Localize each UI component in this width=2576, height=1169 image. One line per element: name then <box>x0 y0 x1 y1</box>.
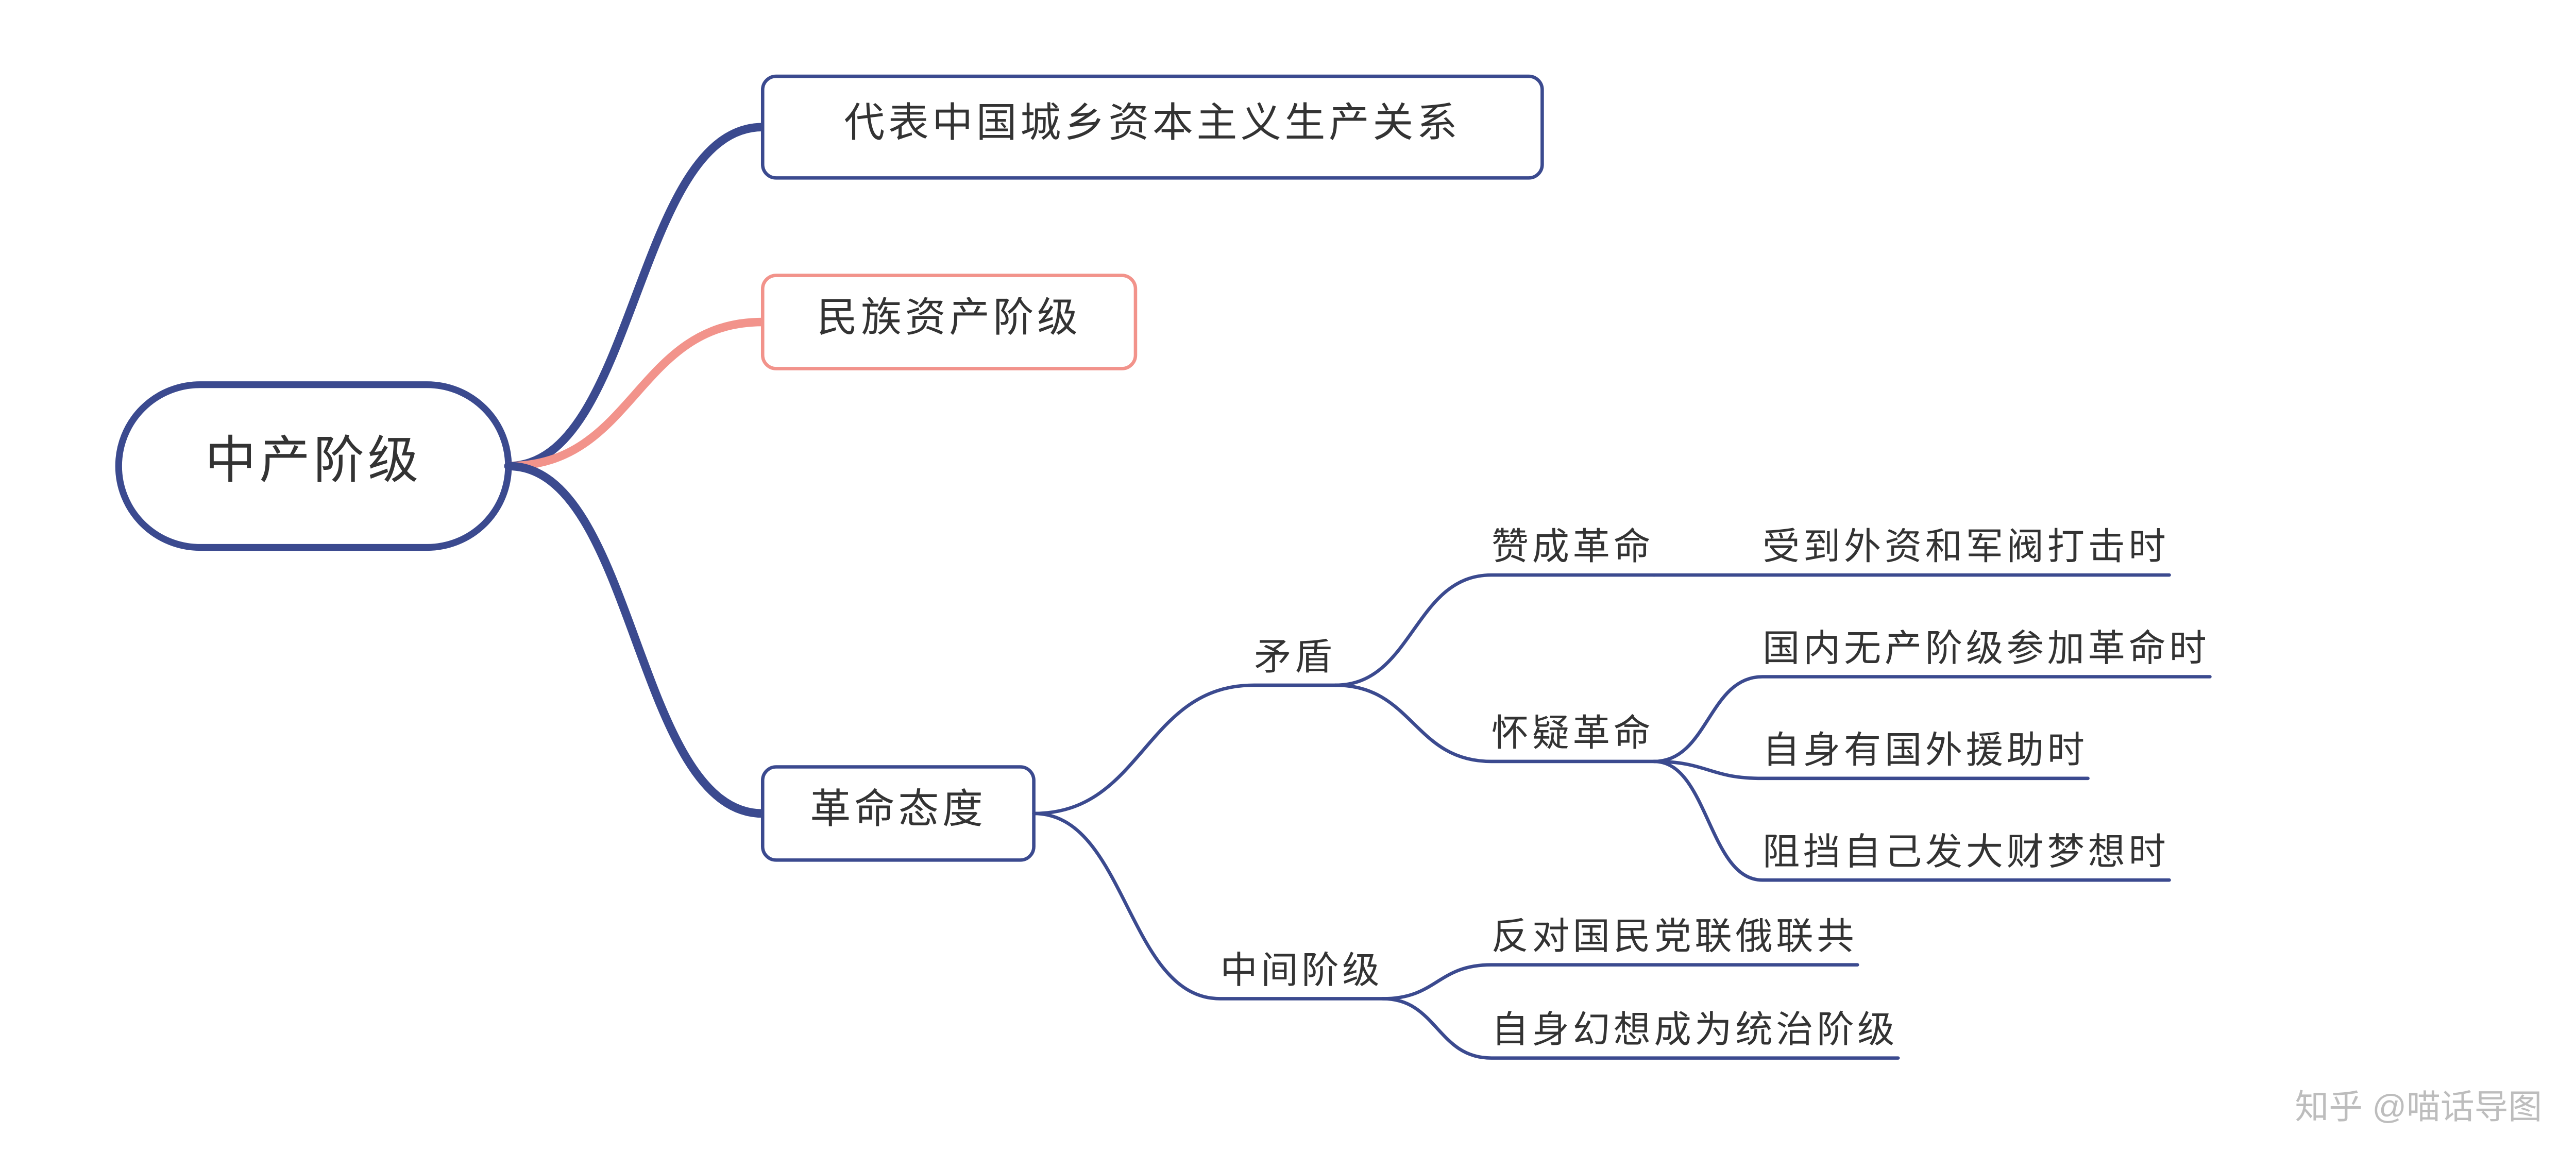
leaf: 反对国民党联俄联共 <box>1492 916 1857 957</box>
level1-label-att: 革命态度 <box>810 787 986 832</box>
leaf: 受到外资和军阀打击时 <box>1762 527 2169 568</box>
node-doubt: 怀疑革命 <box>1492 713 1654 754</box>
level1-label-nat: 民族资产阶级 <box>817 296 1081 341</box>
watermark: 知乎 @喵话导图 <box>2295 1088 2543 1126</box>
level1-label-rep: 代表中国城乡资本主义生产关系 <box>844 101 1461 146</box>
leaf: 国内无产阶级参加革命时 <box>1762 628 2210 669</box>
leaf: 自身幻想成为统治阶级 <box>1492 1009 1898 1051</box>
node-agree: 赞成革命 <box>1492 527 1654 568</box>
root-label: 中产阶级 <box>205 433 422 489</box>
leaf: 自身有国外援助时 <box>1762 730 2088 771</box>
node-contra: 矛盾 <box>1254 636 1335 677</box>
node-middle: 中间阶级 <box>1220 950 1383 991</box>
leaf: 阻挡自己发大财梦想时 <box>1762 832 2169 873</box>
